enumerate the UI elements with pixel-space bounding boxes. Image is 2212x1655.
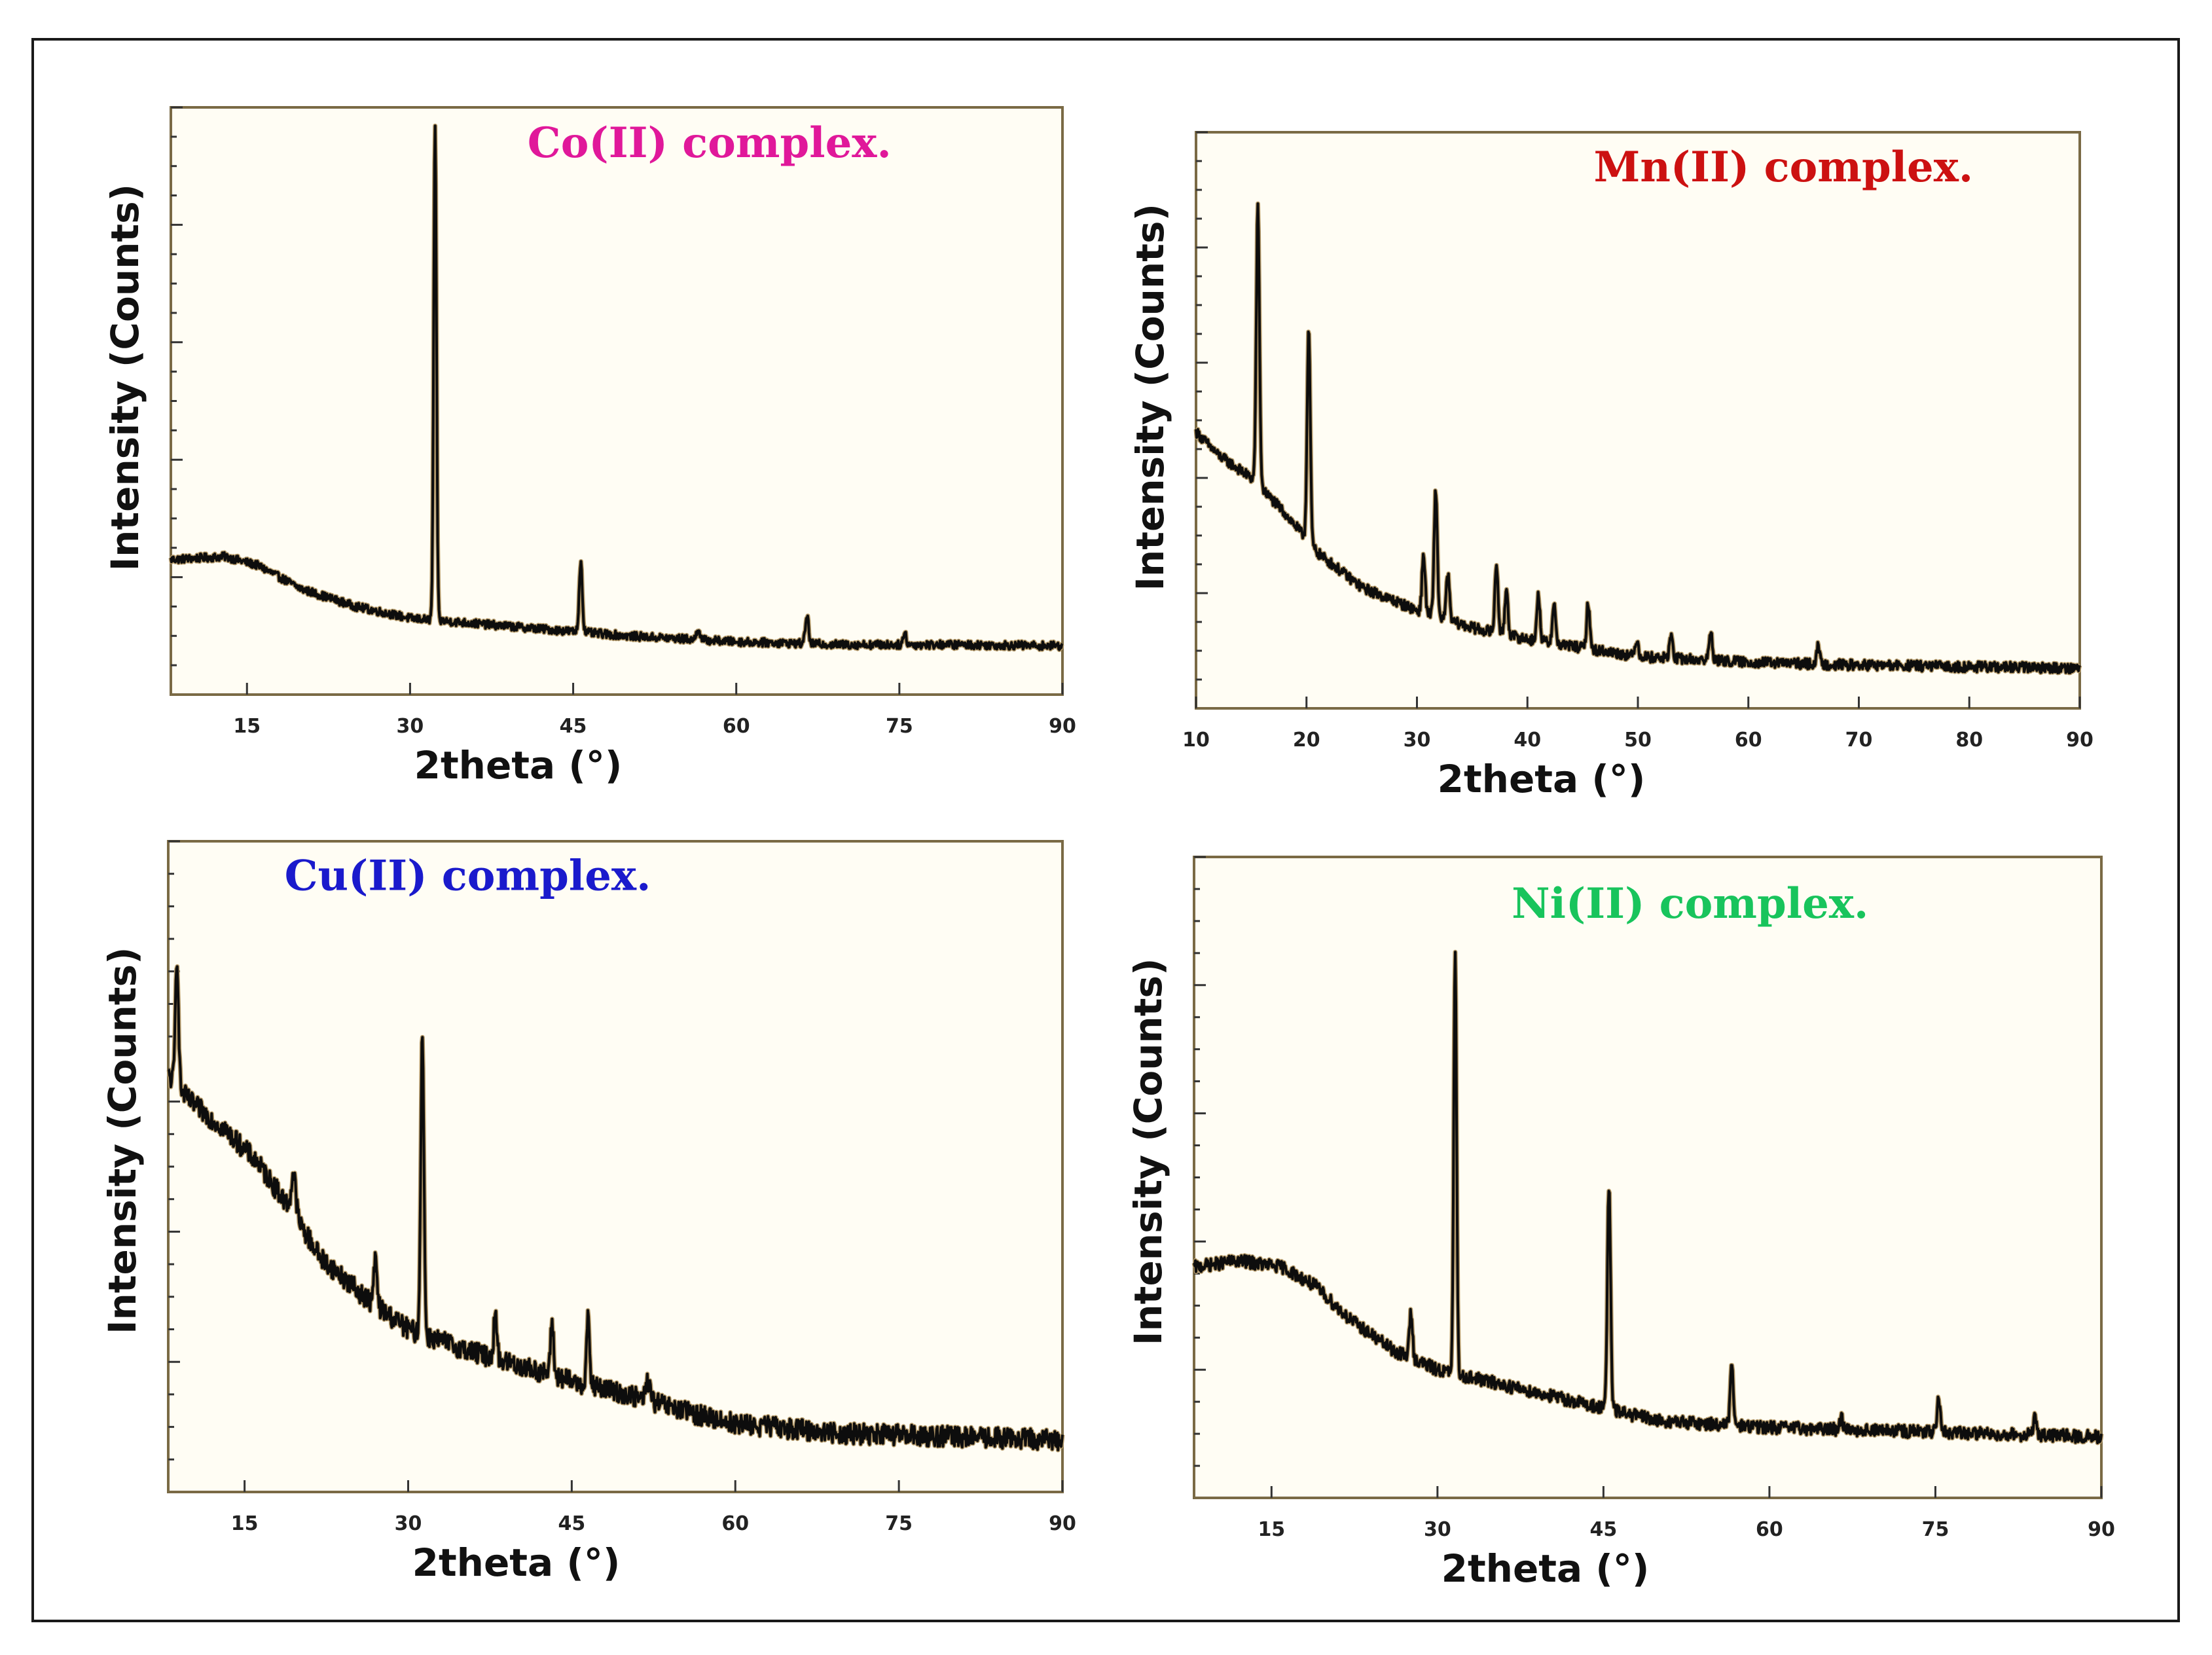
x-tick-label: 75 — [1922, 1518, 1949, 1541]
plot-area — [1195, 131, 2081, 710]
x-tick-label: 30 — [1404, 729, 1431, 752]
y-axis-label: Intensity (Counts) — [100, 947, 145, 1334]
x-tick-label: 45 — [558, 1512, 585, 1535]
x-tick-labels: 10 20 30 40 50 60 70 80 90 — [1182, 729, 2094, 752]
x-tick-label: 90 — [1049, 1512, 1076, 1535]
x-tick-label: 90 — [1049, 715, 1076, 738]
y-axis-ticks — [1194, 856, 1206, 1467]
xrd-pattern-line — [1195, 202, 2081, 674]
x-tick-label: 70 — [1845, 729, 1873, 752]
x-tick-label: 60 — [1756, 1518, 1783, 1541]
x-tick-label: 20 — [1293, 729, 1320, 752]
x-axis-ticks — [1270, 1486, 2103, 1498]
x-tick-label: 75 — [886, 715, 913, 738]
x-axis-label: 2theta (°) — [1441, 1546, 1650, 1591]
x-tick-label: 15 — [231, 1512, 259, 1535]
y-axis-ticks — [171, 106, 183, 666]
x-tick-label: 90 — [2066, 729, 2094, 752]
chart-title: Co(II) complex. — [528, 118, 892, 168]
y-axis-label: Intensity (Counts) — [1126, 958, 1170, 1346]
x-axis-ticks — [245, 683, 1064, 695]
y-axis-ticks — [1196, 131, 1208, 681]
x-tick-label: 15 — [1258, 1518, 1285, 1541]
x-tick-label: 90 — [2088, 1518, 2115, 1541]
x-tick-label: 45 — [1590, 1518, 1618, 1541]
y-axis-ticks — [168, 840, 180, 1461]
plot-area — [1193, 856, 2103, 1499]
x-tick-labels: 15 30 45 60 75 90 — [231, 1512, 1076, 1535]
x-tick-label: 45 — [560, 715, 587, 738]
x-tick-label: 60 — [721, 1512, 749, 1535]
chart-title: Cu(II) complex. — [285, 852, 651, 901]
x-axis-ticks — [244, 1480, 1064, 1492]
chart-title: Mn(II) complex. — [1594, 143, 1974, 192]
chart-title: Ni(II) complex. — [1512, 879, 1868, 928]
x-axis-ticks — [1195, 697, 2081, 708]
x-tick-label: 40 — [1514, 729, 1541, 752]
x-tick-labels: 15 30 45 60 75 90 — [233, 715, 1076, 738]
xrd-pattern-line — [1193, 951, 2103, 1444]
x-tick-label: 30 — [397, 715, 424, 738]
x-tick-label: 75 — [885, 1512, 913, 1535]
x-tick-label: 50 — [1624, 729, 1652, 752]
x-tick-label: 15 — [233, 715, 261, 738]
x-tick-label: 60 — [1735, 729, 1762, 752]
x-tick-labels: 15 30 45 60 75 90 — [1258, 1518, 2114, 1541]
x-tick-label: 30 — [1424, 1518, 1451, 1541]
xrd-pattern-line — [170, 124, 1064, 651]
x-axis-label: 2theta (°) — [414, 743, 623, 788]
x-tick-label: 60 — [723, 715, 750, 738]
xrd-pattern-line — [167, 965, 1064, 1451]
y-axis-label: Intensity (Counts) — [1128, 204, 1172, 591]
x-tick-label: 80 — [1955, 729, 1983, 752]
x-tick-label: 30 — [395, 1512, 422, 1535]
x-axis-label: 2theta (°) — [1438, 757, 1646, 801]
y-axis-label: Intensity (Counts) — [103, 184, 147, 572]
x-tick-label: 10 — [1182, 729, 1210, 752]
x-axis-label: 2theta (°) — [412, 1540, 621, 1585]
